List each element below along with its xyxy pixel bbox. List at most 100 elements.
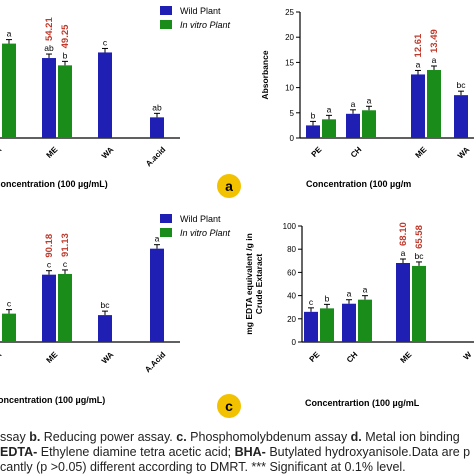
x-tick-label: WA <box>456 145 472 161</box>
bar-wild <box>396 263 410 342</box>
x-tick-label: A.Acid <box>143 350 167 374</box>
x-tick-label: ME <box>399 350 414 365</box>
bar-invitro <box>412 265 426 342</box>
legend-label: Wild Plant <box>180 214 221 224</box>
x-tick-label: WA <box>100 145 116 161</box>
value-label: 54.21 <box>44 17 55 41</box>
value-label: 65.58 <box>414 225 425 249</box>
significance-letter: c <box>63 259 68 269</box>
bar-wild <box>346 113 360 138</box>
y-axis-title: mg EDTA equivalent /g inCrude Extaract <box>244 233 264 335</box>
bar-wild <box>150 117 164 138</box>
bar-invitro <box>2 43 16 138</box>
caption-line-2: EDTA- Ethylene diamine tetra acetic acid… <box>0 445 471 459</box>
value-label: 91.13 <box>60 233 71 257</box>
bar-invitro <box>58 273 72 342</box>
x-tick-label: W <box>462 350 474 362</box>
bar-invitro <box>358 299 372 342</box>
significance-letter: bc <box>415 251 425 261</box>
significance-letter: bc <box>101 300 111 310</box>
y-axis-title-line: Crude Extaract <box>254 254 264 315</box>
value-label: 49.25 <box>60 24 71 48</box>
panel-badge-letter: a <box>225 178 233 194</box>
caption-line-3: cantly (p >0.05) different according to … <box>0 460 406 474</box>
x-tick-label: WA <box>100 350 116 366</box>
significance-letter: a <box>367 95 372 105</box>
x-axis-title: Concentrartion (100 µg/mL <box>305 398 420 408</box>
chart-panel-c-left: Ac ME c 90.18 c 91.13 WA bc A.Acid a oncentration … <box>0 214 231 405</box>
y-tick-label: 80 <box>287 245 296 254</box>
legend-swatch <box>160 20 172 29</box>
bar-wild <box>42 274 56 342</box>
bar-invitro <box>58 65 72 138</box>
significance-letter: c <box>47 260 52 270</box>
significance-letter: c <box>309 297 314 307</box>
x-tick-label: ME <box>45 145 60 160</box>
chart-panel-d: 0 20 40 60 80 100 mg EDTA equivalent /g inCrud… <box>244 222 474 408</box>
bar-wild <box>304 311 318 342</box>
significance-letter: b <box>63 50 68 60</box>
bar-wild <box>42 58 56 138</box>
bar-wild <box>454 95 468 138</box>
y-tick-label: 20 <box>287 315 296 324</box>
x-tick-label: CH <box>349 145 364 160</box>
x-tick-label: A.acid <box>144 145 167 168</box>
chart-panel-b: 0 5 10 15 20 25 Absorbance PE b a CH a a ME a 12.61 a 13.… <box>260 8 474 189</box>
panel-badge-c <box>217 394 241 418</box>
significance-letter: a <box>401 248 406 258</box>
x-tick-label: A <box>0 145 4 156</box>
value-label: 13.49 <box>429 29 440 53</box>
significance-letter: b <box>311 110 316 120</box>
x-tick-label: CH <box>345 350 360 365</box>
figure-caption: ssay b. Reducing power assay. c. Phospho… <box>0 430 474 475</box>
bar-wild <box>342 303 356 342</box>
legend-label: In vitro Plant <box>180 228 231 238</box>
significance-letter: a <box>416 59 421 69</box>
significance-letter: ab <box>152 102 162 112</box>
x-tick-label: PE <box>310 145 324 159</box>
y-tick-label: 10 <box>285 84 294 93</box>
bar-wild <box>306 125 320 138</box>
caption-line-1: ssay b. Reducing power assay. c. Phospho… <box>0 430 460 444</box>
significance-letter: a <box>155 234 160 244</box>
y-tick-label: 5 <box>290 109 295 118</box>
x-tick-label: A <box>0 350 4 361</box>
significance-letter: bc <box>457 80 467 90</box>
significance-letter: c <box>7 299 12 309</box>
y-tick-label: 40 <box>287 292 296 301</box>
x-axis-title: Concentration (100 µg/m <box>306 179 411 189</box>
x-tick-label: ME <box>45 350 60 365</box>
bar-wild <box>98 52 112 139</box>
x-axis-title: Concentration (100 µg/mL) <box>0 179 108 189</box>
bar-invitro <box>322 119 336 138</box>
y-axis-title-line: mg EDTA equivalent /g in <box>244 233 254 335</box>
y-tick-label: 0 <box>292 338 297 347</box>
y-axis-title-line: Absorbance <box>260 50 270 99</box>
value-label: 90.18 <box>44 234 55 258</box>
bar-invitro <box>2 313 16 342</box>
significance-letter: a <box>363 285 368 295</box>
significance-letter: a <box>351 99 356 109</box>
bar-wild <box>411 74 425 138</box>
figure-canvas: AaMEab54.21b49.25WAcA.acidabConcentratio… <box>0 6 474 418</box>
legend-label: Wild Plant <box>180 6 221 16</box>
significance-letter: ab <box>44 43 54 53</box>
legend-swatch <box>160 214 172 223</box>
significance-letter: c <box>103 37 108 47</box>
bar-invitro <box>427 70 441 138</box>
significance-letter: a <box>347 289 352 299</box>
chart-panel-a-left: Aa ME ab 54.21 b 49.25 WA c A.acid ab Concentratio… <box>0 6 231 189</box>
bar-wild <box>150 248 164 342</box>
significance-letter: a <box>7 29 12 39</box>
y-tick-label: 25 <box>285 8 294 17</box>
y-tick-label: 20 <box>285 33 294 42</box>
panel-badge-letter: c <box>225 398 233 414</box>
x-tick-label: ME <box>414 145 429 160</box>
y-axis-title: Absorbance <box>260 50 270 99</box>
bar-invitro <box>320 308 334 342</box>
x-axis-title: oncentration (100 µg/mL) <box>0 395 105 405</box>
y-tick-label: 60 <box>287 268 296 277</box>
legend-label: In vitro Plant <box>180 20 231 30</box>
y-tick-label: 15 <box>285 58 294 67</box>
significance-letter: b <box>325 293 330 303</box>
